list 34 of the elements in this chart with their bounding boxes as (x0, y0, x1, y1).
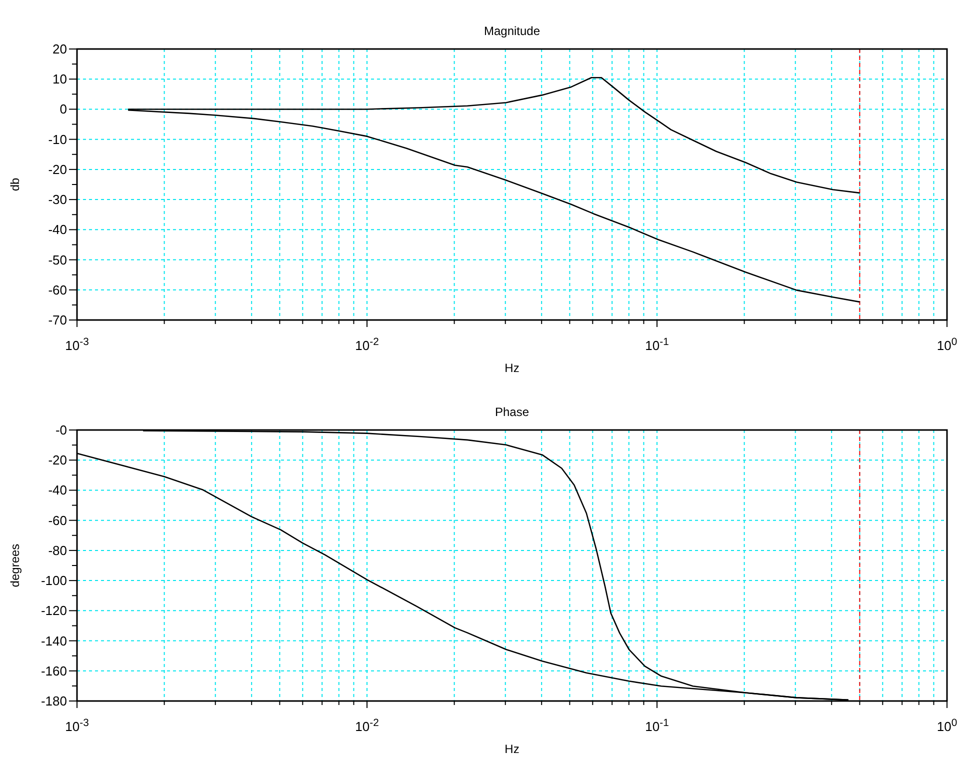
x-tick-label: 10$^{-2}$ (355, 336, 380, 353)
y-tick-label: -70 (48, 312, 67, 328)
y-tick-label: -10 (48, 132, 67, 147)
y-tick-label: -60 (48, 512, 67, 528)
y-tick-label: -160 (40, 663, 67, 678)
x-axis-title: Hz (504, 742, 520, 756)
y-tick-label: -140 (40, 633, 67, 648)
x-tick-label: 10$^{-3}$ (65, 336, 90, 353)
x-tick-label: 10$^{0}$ (936, 718, 958, 734)
y-tick-label: -100 (40, 573, 67, 588)
y-tick-label: 10 (52, 72, 67, 87)
y-tick-label: -20 (48, 162, 67, 177)
x-tick-label: 10$^{-3}$ (65, 718, 90, 734)
chart-title: Phase (494, 405, 530, 419)
chart-title: Magnitude (484, 24, 540, 38)
y-tick-label: -80 (48, 542, 67, 558)
y-tick-label: -30 (48, 192, 67, 208)
y-tick-label: 0 (60, 102, 67, 117)
y-tick-label: -180 (40, 694, 67, 708)
y-tick-label: -120 (40, 603, 67, 618)
x-tick-label: 10$^{-1}$ (645, 718, 670, 734)
y-tick-label: -40 (48, 222, 67, 238)
y-tick-label: -20 (48, 452, 67, 468)
y-tick-label: -40 (48, 482, 67, 498)
y-tick-label: -50 (48, 252, 67, 268)
y-tick-label: -0 (55, 422, 67, 438)
y-tick-label: -60 (48, 282, 67, 298)
x-tick-label: 10$^{-2}$ (355, 718, 380, 734)
x-tick-label: 10$^{-1}$ (645, 336, 670, 353)
x-axis-title: Hz (504, 361, 520, 375)
x-tick-label: 10$^{0}$ (936, 336, 958, 353)
y-axis-title: degrees (8, 544, 22, 588)
y-axis-title: db (8, 178, 22, 192)
y-tick-label: 20 (52, 42, 67, 56)
